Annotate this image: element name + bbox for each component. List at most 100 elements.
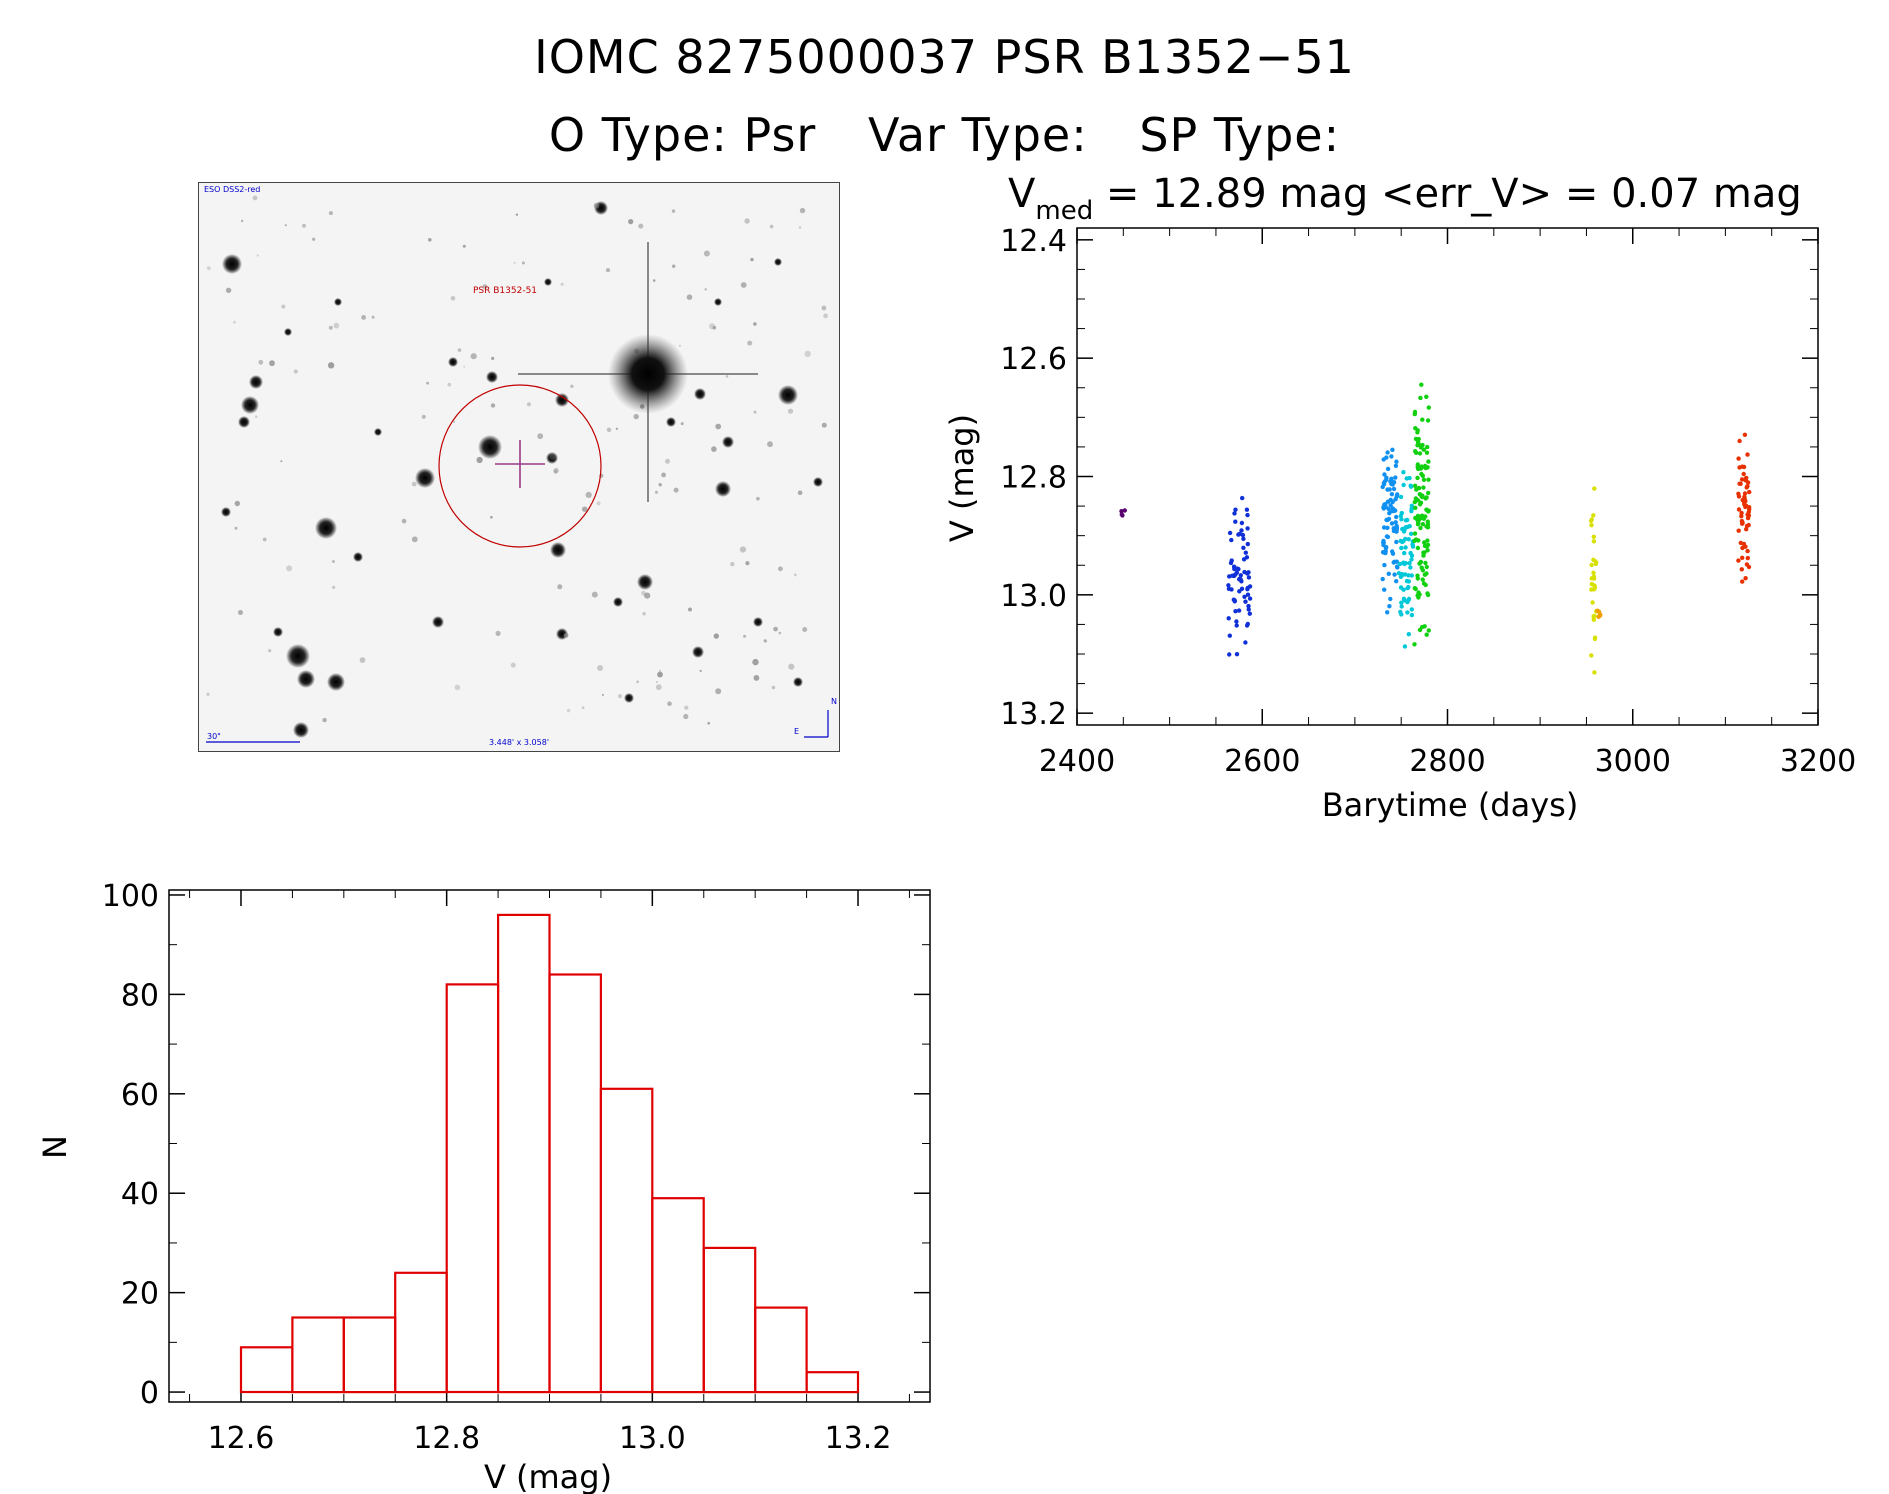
lc-point-season3 (1383, 550, 1388, 556)
faint-star (699, 669, 702, 673)
target-circle (438, 384, 602, 548)
lc-point-season6 (1591, 587, 1597, 592)
lc-point-season5 (1420, 577, 1425, 582)
faint-star (655, 490, 658, 494)
lc-point-season8 (1744, 562, 1750, 567)
star (624, 693, 634, 703)
faint-star (715, 423, 722, 430)
faint-star (447, 382, 452, 387)
faint-star (206, 692, 210, 696)
lc-point-season4 (1396, 571, 1402, 576)
faint-star (526, 402, 531, 407)
faint-star (280, 460, 283, 463)
lc-point-season5 (1416, 595, 1421, 600)
lc-point-season4 (1402, 550, 1407, 556)
lc-point-season3 (1381, 506, 1387, 511)
star (555, 393, 569, 407)
faint-star (254, 415, 258, 418)
star (327, 673, 345, 691)
lc-point-season8 (1741, 471, 1746, 477)
lc-point-season4 (1403, 525, 1409, 530)
lc-point-season8 (1739, 514, 1744, 519)
lc-point-season8 (1739, 477, 1745, 482)
hist-bar (754, 1306, 808, 1394)
hist-xlabel: V (mag) (484, 1458, 612, 1494)
lc-point-season8 (1742, 500, 1747, 505)
lc-point-season3 (1385, 466, 1391, 472)
star (284, 328, 292, 336)
star-field (206, 195, 828, 738)
lc-point-season5 (1425, 418, 1431, 423)
lc-point-season8 (1745, 512, 1751, 517)
lc-point-season5 (1412, 531, 1418, 536)
hist-bar (651, 1197, 705, 1394)
lc-point-season2 (1245, 570, 1251, 576)
faint-star (233, 320, 236, 324)
lc-point-season4 (1409, 557, 1414, 562)
faint-star (703, 250, 710, 257)
faint-star (797, 490, 803, 496)
lc-point-season3 (1382, 587, 1387, 592)
lc-point-season3 (1386, 506, 1391, 512)
faint-star (804, 350, 811, 358)
lc-point-season5 (1417, 502, 1423, 507)
north-label: N (831, 697, 837, 706)
lc-point-season5 (1423, 560, 1428, 566)
faint-star (686, 294, 693, 300)
star (222, 254, 242, 274)
bright-star (518, 242, 758, 502)
histogram-axes: 12.6 12.8 13.0 13.2 0 20 40 60 80 100 (102, 879, 931, 1456)
faint-star (268, 649, 272, 653)
star (613, 597, 623, 607)
lc-xtick-label: 3000 (1595, 744, 1671, 779)
lc-point-season5 (1417, 442, 1422, 448)
star (241, 396, 259, 414)
faint-star (641, 590, 646, 596)
lc-point-season4 (1402, 644, 1408, 649)
lc-point-season4 (1408, 565, 1413, 570)
lc-point-season4 (1399, 600, 1404, 605)
faint-star (450, 296, 456, 301)
faint-star (553, 469, 558, 474)
lc-point-season3 (1392, 559, 1397, 564)
lc-point-season7 (1595, 608, 1600, 613)
star (544, 278, 552, 286)
lc-point-season6 (1591, 576, 1597, 581)
lc-point-season4 (1403, 561, 1408, 566)
lc-point-season8 (1736, 456, 1741, 461)
lc-point-season3 (1387, 604, 1392, 609)
lc-point-season6 (1592, 583, 1597, 588)
lc-point-season3 (1385, 525, 1390, 530)
faint-star (684, 705, 689, 710)
faint-star (821, 305, 827, 311)
lc-point-season2 (1247, 611, 1253, 616)
star (353, 552, 363, 562)
lc-point-season3 (1381, 525, 1387, 530)
lc-point-season5 (1415, 513, 1421, 519)
hist-bar (702, 1246, 757, 1394)
lc-point-season8 (1743, 476, 1749, 481)
lc-point-season5 (1425, 548, 1430, 553)
faint-star (312, 237, 316, 241)
lc-point-season8 (1743, 576, 1748, 581)
lc-point-season4 (1406, 596, 1412, 602)
lc-xtick-label: 2400 (1039, 744, 1115, 779)
lc-point-season5 (1419, 382, 1424, 387)
lc-point-season5 (1424, 564, 1430, 570)
lc-point-season5 (1421, 516, 1427, 521)
lc-point-season4 (1399, 545, 1404, 551)
faint-star (482, 284, 488, 290)
lc-point-season2 (1234, 566, 1240, 571)
hist-ylabel: N (36, 1135, 74, 1159)
plot-title: IOMC 8275000037 PSR B1352−51 (534, 30, 1355, 84)
faint-star (778, 631, 782, 635)
lc-point-season2 (1236, 608, 1242, 613)
lc-point-season2 (1241, 545, 1246, 550)
lc-point-season3 (1394, 459, 1399, 464)
lc-point-season5 (1413, 496, 1419, 501)
lc-point-season2 (1236, 532, 1241, 537)
hist-bar (239, 1346, 294, 1394)
faint-star (642, 612, 646, 616)
lc-point-season3 (1384, 475, 1389, 480)
lc-point-season6 (1591, 534, 1597, 539)
